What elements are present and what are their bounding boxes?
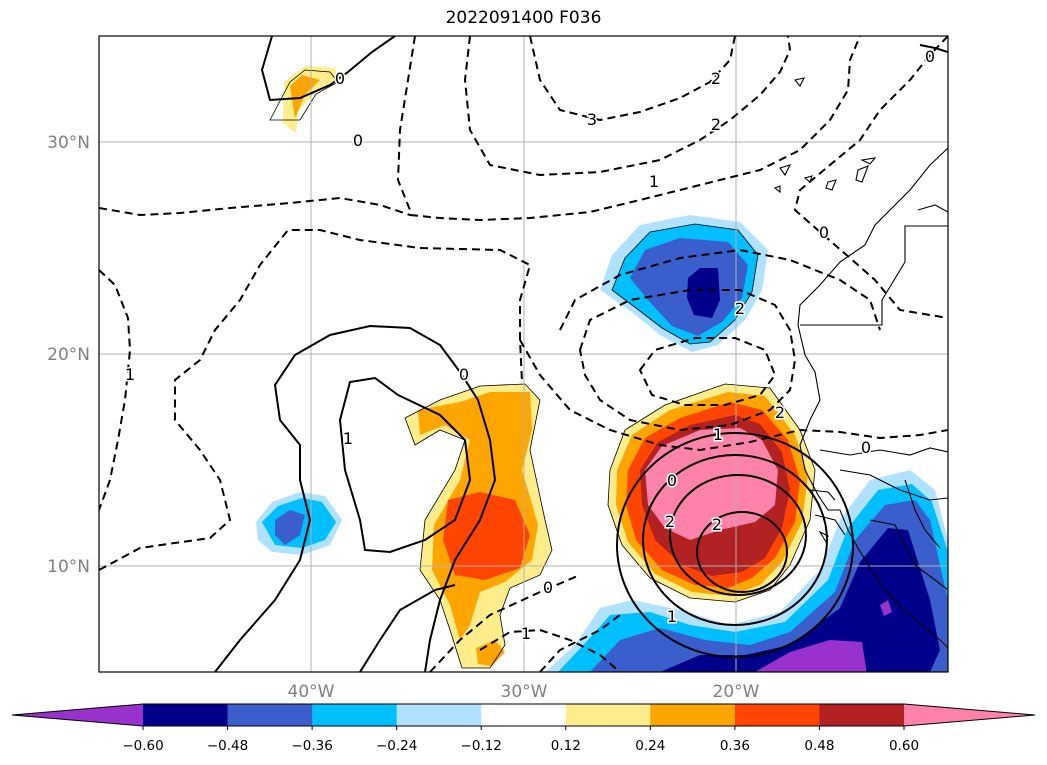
colorbar-bin [396,704,482,726]
map-frame [98,35,949,673]
colorbar-tick-label: 0.48 [804,738,834,754]
gridlines [99,36,948,672]
contour-label: 0 [861,438,871,457]
colorbar-tick-label: −0.36 [291,738,332,754]
contour-label: 2 [735,299,745,318]
colorbar-bin [227,704,313,726]
colorbar-tick-label: −0.48 [207,738,248,754]
dashed-contours [99,36,948,672]
colorbar-tick-label: −0.24 [376,738,417,754]
contour-label: 1 [713,425,723,444]
axis-labels: 30°N 20°N 10°N 40°W 30°W 20°W [47,133,760,702]
contour-label: 0 [459,365,469,384]
lat-label: 30°N [47,133,90,153]
contour-label: 2 [712,515,722,534]
colorbar-bin [734,704,820,726]
colorbar-extend-high [904,704,1035,726]
colorbar-tick-label: 0.60 [889,738,919,754]
colorbar: −0.60 −0.48 −0.36 −0.24 −0.12 0.12 0.24 0.36 0.4… [11,703,1036,754]
coastlines [773,77,948,649]
contour-label: 0 [335,69,345,88]
colorbar-bin [143,704,229,726]
lon-label: 20°W [713,682,760,702]
lon-label: 30°W [501,682,548,702]
colorbar-tick-label: 0.36 [720,738,750,754]
colorbar-bin [565,704,651,726]
contour-labels: 0 0 1 1 0 2 3 2 1 0 0 2 2 1 0 2 2 0 0 1 … [123,46,936,645]
lat-label: 20°N [47,345,90,365]
contour-label: 0 [543,578,553,597]
contour-label: 2 [665,512,675,531]
contour-label: 0 [353,131,363,150]
contour-label: 1 [125,365,135,384]
map-title: 2022091400 F036 [445,8,602,28]
contour-label: 3 [587,110,597,129]
contour-label: 0 [819,223,829,242]
contour-label: 2 [775,403,785,422]
colorbar-bin [819,704,905,726]
contour-label: 2 [711,115,721,134]
shaded-field [256,66,948,672]
contour-label: 1 [521,624,531,643]
contour-label: 1 [649,172,659,191]
shading-outline [269,69,816,669]
contour-label: 0 [925,47,935,66]
contour-label: 2 [711,69,721,88]
contour-label: 0 [667,471,677,490]
colorbar-tick-label: 0.12 [551,738,581,754]
lon-label: 40°W [288,682,335,702]
colorbar-extend-low [12,704,143,726]
colorbar-tick-label: 0.24 [635,738,665,754]
colorbar-tick-label: −0.60 [122,738,163,754]
colorbar-bin [481,704,567,726]
colorbar-bin [650,704,736,726]
lat-label: 10°N [47,557,90,577]
colorbar-tick-label: −0.12 [461,738,502,754]
colorbar-bin [312,704,398,726]
contour-label: 1 [343,429,353,448]
contours [214,36,948,672]
contour-label: 1 [667,607,677,626]
